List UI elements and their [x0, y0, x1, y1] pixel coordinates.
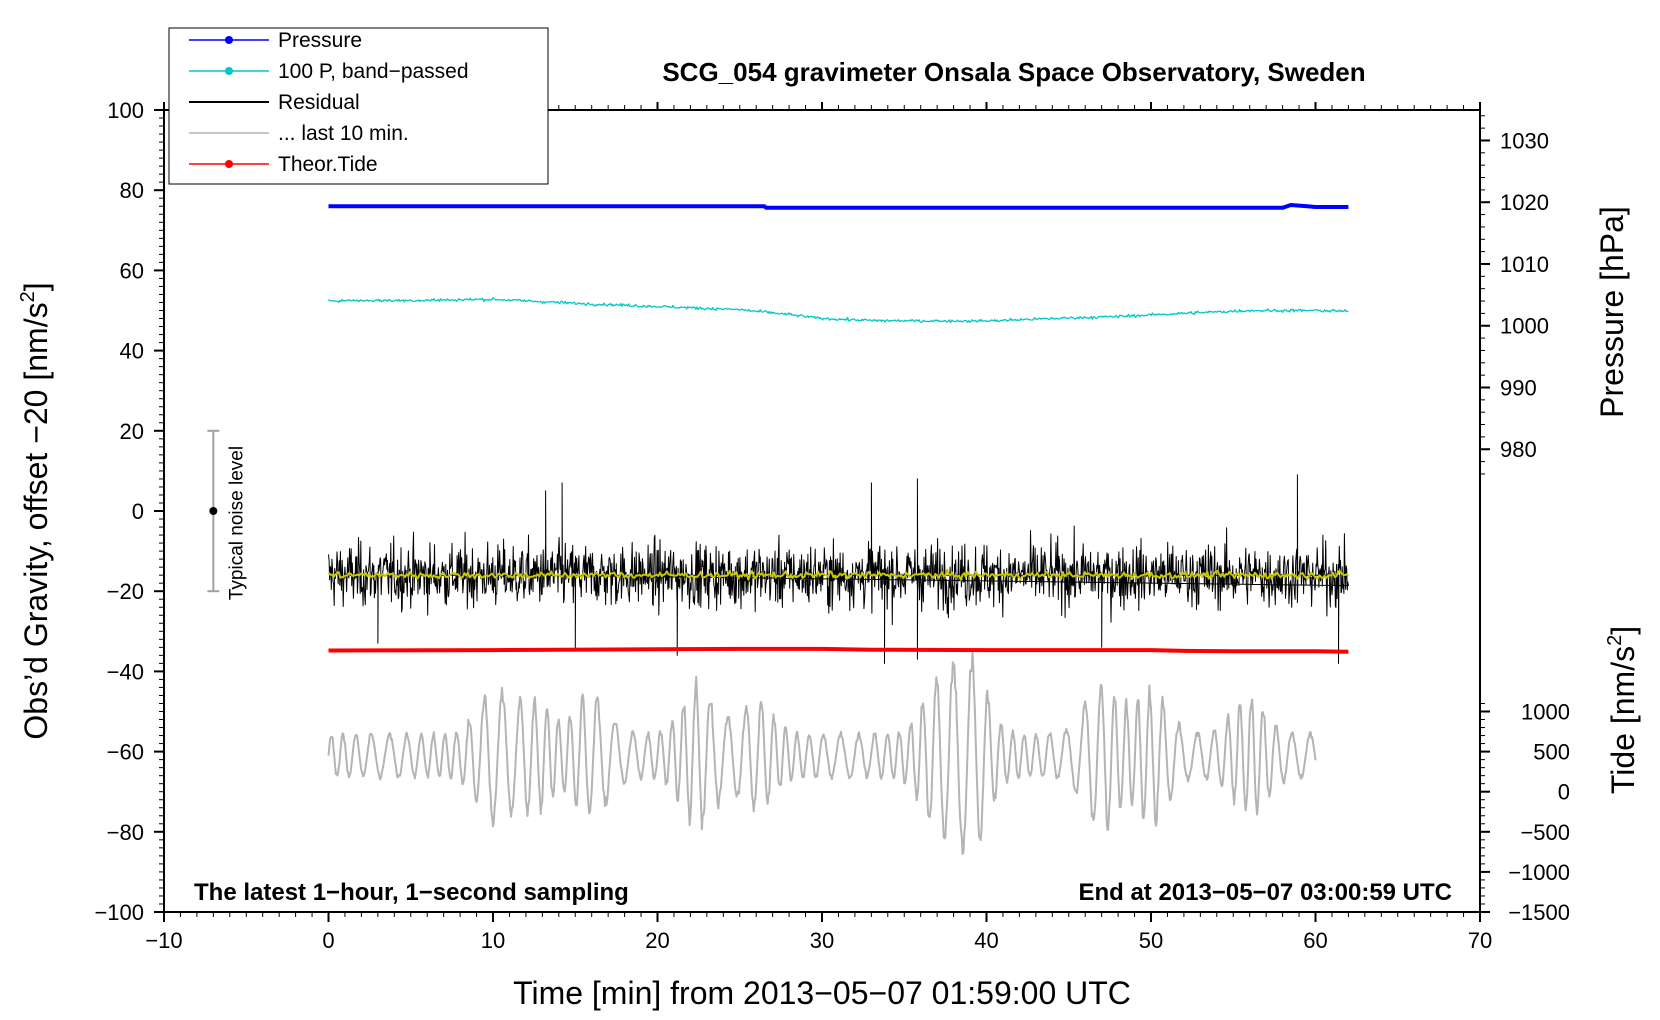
x-tick-label: 70 [1468, 928, 1492, 953]
y-axis-pressure: 980 990 1000 1010 1020 1030 [1480, 115, 1549, 475]
x-tick-label: 30 [810, 928, 834, 953]
noise-bar-label: Typical noise level [226, 446, 247, 600]
tide-tick-label: 1000 [1521, 700, 1570, 725]
tide-tick-label: −1500 [1508, 900, 1570, 925]
series-theoretical-tide [328, 646, 1349, 654]
noise-level-indicator: Typical noise level [207, 429, 247, 600]
x-tick-label: 50 [1139, 928, 1163, 953]
legend-marker [225, 160, 233, 168]
y-tick-label: −20 [107, 579, 144, 604]
y-axis-left-title: Obs’d Gravity, offset −20 [nm/s2] [17, 282, 54, 739]
tide-tick-label: 500 [1533, 740, 1570, 765]
legend-label: Theor.Tide [278, 153, 378, 176]
y-axis-tide-title: Tide [nm/s2] [1604, 626, 1641, 794]
y-tick-label: 40 [120, 339, 144, 364]
legend-box [168, 27, 549, 185]
x-tick-label: 10 [481, 928, 505, 953]
y-axis-left-title-sup: 2 [17, 291, 39, 302]
tide-tick-label: 0 [1558, 780, 1570, 805]
legend-label: Pressure [278, 29, 362, 52]
legend: Pressure 100 P, band−passed Residual ... la… [168, 27, 549, 185]
annotation-sampling: The latest 1−hour, 1−second sampling [194, 879, 629, 906]
x-tick-label: 20 [645, 928, 669, 953]
y-axis-tide: −1500 −1000 −500 0 500 1000 [1480, 700, 1570, 925]
y-tick-label: 20 [120, 419, 144, 444]
y-axis-tide-title-main: Tide [nm/s [1605, 646, 1641, 794]
y-axis-pressure-title: Pressure [hPa] [1594, 206, 1630, 418]
y-tick-label: −100 [94, 900, 144, 925]
series-pressure [328, 203, 1349, 210]
x-axis-title: Time [min] from 2013−05−07 01:59:00 UTC [513, 975, 1131, 1011]
y-tick-label: 0 [132, 499, 144, 524]
series-layer [327, 203, 1350, 855]
legend-label: Residual [278, 91, 360, 114]
x-axis: −10 0 10 20 30 40 50 60 70 [145, 102, 1492, 953]
x-tick-label: 40 [974, 928, 998, 953]
tide-tick-label: −500 [1520, 820, 1570, 845]
x-tick-label: −10 [145, 928, 182, 953]
pressure-tick-label: 980 [1500, 437, 1537, 462]
noise-bar-center [209, 507, 218, 515]
legend-label: 100 P, band−passed [278, 60, 469, 83]
y-tick-label: −60 [107, 740, 144, 765]
y-axis-left: −100 −80 −60 −40 −20 0 20 40 60 80 100 [94, 98, 164, 925]
legend-marker [225, 36, 233, 44]
y-axis-left-title-end: ] [18, 282, 54, 291]
pressure-tick-label: 1000 [1500, 314, 1549, 339]
y-tick-label: 100 [107, 98, 144, 123]
y-axis-tide-title-sup: 2 [1604, 635, 1626, 646]
legend-label: ... last 10 min. [278, 122, 409, 145]
series-residual-smoothed [327, 568, 1350, 581]
x-tick-label: 0 [322, 928, 334, 953]
series-last-10-min [327, 650, 1317, 855]
y-tick-label: −40 [107, 659, 144, 684]
pressure-tick-label: 990 [1500, 375, 1537, 400]
legend-marker [225, 67, 233, 75]
series-pressure-bandpassed [328, 297, 1349, 324]
x-tick-label: 60 [1303, 928, 1327, 953]
pressure-tick-label: 1030 [1500, 128, 1549, 153]
y-axis-tide-title-end: ] [1605, 626, 1641, 635]
y-tick-label: 60 [120, 258, 144, 283]
y-tick-label: −80 [107, 820, 144, 845]
chart-title: SCG_054 gravimeter Onsala Space Observat… [662, 57, 1365, 87]
tide-tick-label: −1000 [1508, 860, 1570, 885]
y-axis-left-title-main: Obs’d Gravity, offset −20 [nm/s [18, 302, 54, 739]
plot-area [327, 203, 1350, 855]
y-tick-label: 80 [120, 178, 144, 203]
pressure-tick-label: 1020 [1500, 190, 1549, 215]
pressure-tick-label: 1010 [1500, 252, 1549, 277]
annotation-end-time: End at 2013−05−07 03:00:59 UTC [1078, 879, 1452, 906]
